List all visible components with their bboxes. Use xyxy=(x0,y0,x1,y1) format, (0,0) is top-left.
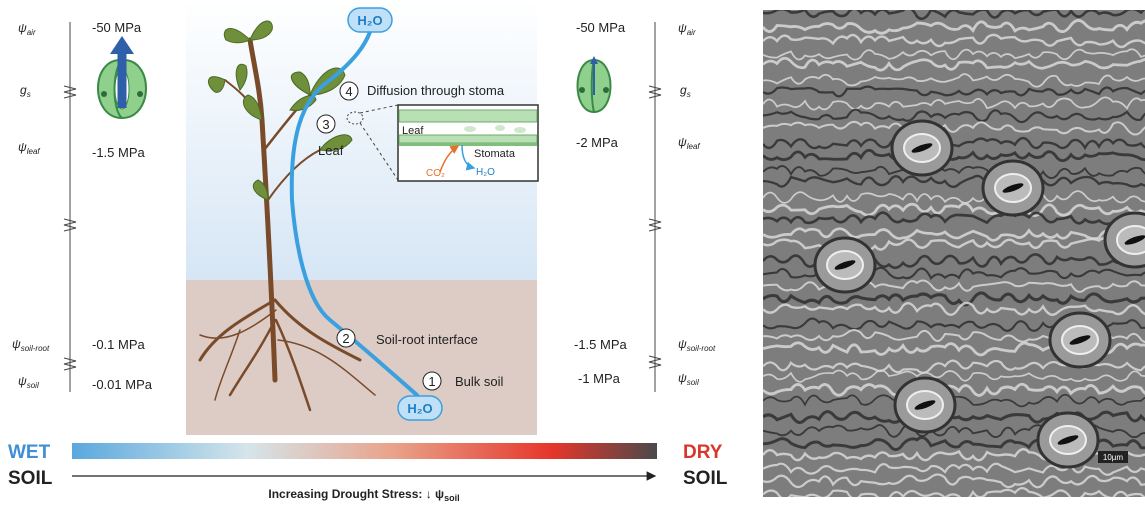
step-label: Leaf xyxy=(318,143,344,158)
step-label: Soil-root interface xyxy=(376,332,478,347)
inset-label: H₂O xyxy=(476,167,495,178)
step: 1 Bulk soil xyxy=(423,372,504,390)
step-label: Bulk soil xyxy=(455,374,504,389)
inset-label: CO₂ xyxy=(426,168,445,179)
scale-bar-label: 10µm xyxy=(1103,453,1124,462)
dry-soil-label: SOIL xyxy=(683,468,728,489)
open-stoma-icon xyxy=(98,36,146,118)
step-number: 3 xyxy=(322,117,329,132)
right-panel: ψair gs ψleaf ψsoil-root ψsoil -50 MPa -… xyxy=(574,20,716,392)
pressure-value: -50 MPa xyxy=(576,20,626,35)
closed-stoma-icon xyxy=(578,56,611,112)
axis-label: ψsoil-root xyxy=(12,337,50,353)
soil xyxy=(186,280,537,435)
pressure-value: -50 MPa xyxy=(92,20,142,35)
water-label: H₂O xyxy=(357,13,382,28)
inset-label: Stomata xyxy=(474,148,516,160)
figure: ψair gs ψleaf ψsoil-root ψsoil -50 MPa -… xyxy=(0,0,1145,505)
left-panel: ψair gs ψleaf ψsoil-root ψsoil -50 MPa -… xyxy=(12,20,153,392)
pressure-value: -2 MPa xyxy=(576,135,619,150)
wet-soil-label: SOIL xyxy=(8,468,53,489)
axis-label: ψsoil xyxy=(678,371,699,387)
inset: Leaf Stomata CO₂ H₂O xyxy=(398,105,538,181)
step-number: 1 xyxy=(428,374,435,389)
dry-label: DRY xyxy=(683,442,723,463)
axis-label: ψair xyxy=(18,21,36,37)
plant-panel: H₂O H₂O 1 Bulk soil 2 Soil-root interfac… xyxy=(186,0,538,435)
step-label: Diffusion through stoma xyxy=(367,83,505,98)
axis-label: ψsoil-root xyxy=(678,337,716,353)
pressure-value: -1.5 MPa xyxy=(574,337,628,352)
axis-label: ψleaf xyxy=(678,135,700,151)
axis-label: ψsoil xyxy=(18,374,39,390)
axis-label: ψair xyxy=(678,21,696,37)
pressure-value: -0.1 MPa xyxy=(92,337,146,352)
scale-caption: Increasing Drought Stress: ↓ ψsoil xyxy=(268,487,459,503)
axis-label: gs xyxy=(680,83,691,99)
gradient-bar xyxy=(72,443,657,459)
pressure-value: -1 MPa xyxy=(578,371,621,386)
pressure-value: -0.01 MPa xyxy=(92,377,153,392)
micrograph: 10µm xyxy=(763,7,1145,505)
axis-label: ψleaf xyxy=(18,140,40,156)
water-label: H₂O xyxy=(407,401,432,416)
pressure-value: -1.5 MPa xyxy=(92,145,146,160)
drought-scale: WET SOIL DRY SOIL Increasing Drought Str… xyxy=(8,442,728,503)
axis-label: gs xyxy=(20,83,31,99)
inset-label: Leaf xyxy=(402,125,424,137)
texture-mark xyxy=(763,501,1145,505)
step-number: 4 xyxy=(345,84,352,99)
step-number: 2 xyxy=(342,331,349,346)
wet-label: WET xyxy=(8,442,51,463)
